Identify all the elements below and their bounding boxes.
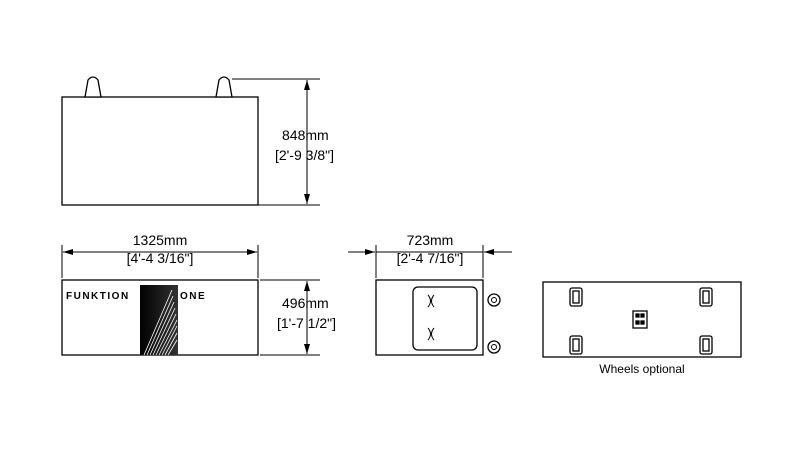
- cabinet-top: [61, 96, 259, 206]
- dimension-label: 848mm: [282, 127, 329, 143]
- logo-stripes: [143, 289, 178, 356]
- wheel-hub: [491, 297, 497, 303]
- wheel-hub: [491, 344, 497, 350]
- dimension-label: 723mm: [407, 232, 454, 248]
- bottom-view: Wheels optional: [542, 281, 742, 376]
- dimension-label: [2'-4 7/16"]: [397, 250, 464, 266]
- slot: [427, 294, 435, 308]
- slot: [427, 327, 435, 341]
- wheel: [487, 293, 501, 307]
- logo-text: FUNKTION: [66, 291, 130, 302]
- side-view: 723mm [2'-4 7/16"]: [348, 232, 512, 356]
- dimension-label: 1325mm: [133, 232, 187, 248]
- handle: [215, 76, 233, 98]
- wheel: [487, 340, 501, 354]
- dimension-label: [4'-4 3/16"]: [127, 250, 194, 266]
- caption: Wheels optional: [599, 362, 684, 376]
- top-view: 848mm [2'-9 3/8"]: [61, 76, 334, 206]
- front-view: FUNKTION ONE 1325mm [4'-4 3/16"] 496mm […: [61, 232, 336, 356]
- dimension-label: 496mm: [282, 295, 329, 311]
- logo-text: ONE: [180, 291, 206, 302]
- dimension-label: [2'-9 3/8"]: [275, 147, 334, 163]
- handle: [84, 76, 102, 98]
- panel: [412, 286, 478, 351]
- dimension-label: [1'-7 1/2"]: [277, 315, 336, 331]
- casters: [569, 287, 713, 355]
